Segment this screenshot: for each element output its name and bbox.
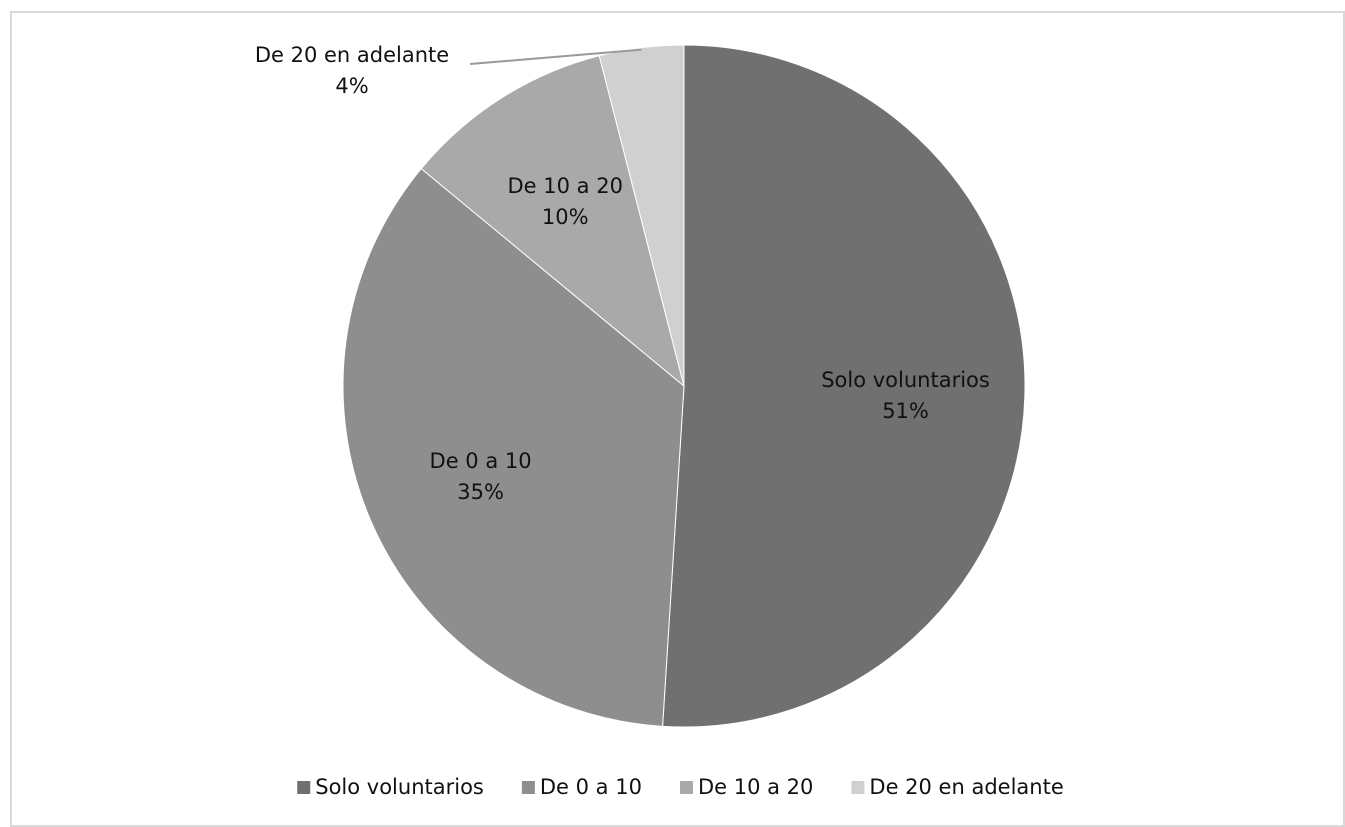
- data-label-value: 51%: [882, 399, 929, 423]
- leader-line: [469, 48, 642, 65]
- pie-slice: [342, 167, 685, 727]
- legend-label: Solo voluntarios: [315, 775, 484, 799]
- legend-swatch: [679, 781, 693, 794]
- data-label-name: De 0 a 10: [430, 449, 532, 473]
- pie-slice: [420, 55, 685, 388]
- legend-label: De 10 a 20: [698, 775, 813, 799]
- data-label-name: De 10 a 20: [508, 174, 623, 198]
- pie-slice: [598, 44, 685, 387]
- legend: Solo voluntarios De 0 a 10 De 10 a 20 De 20…: [297, 775, 1064, 799]
- legend-label: De 20 en adelante: [869, 775, 1063, 799]
- legend-swatch: [851, 781, 865, 794]
- data-label-name: Solo voluntarios: [821, 368, 990, 392]
- legend-swatch: [521, 781, 535, 794]
- legend-swatch: [297, 781, 311, 794]
- data-label-value: 10%: [542, 205, 589, 229]
- data-label-value: 4%: [335, 74, 368, 98]
- data-label-name: De 20 en adelante: [255, 43, 449, 67]
- pie-slice: [662, 44, 1026, 728]
- data-label-value: 35%: [457, 480, 504, 504]
- legend-label: De 0 a 10: [540, 775, 642, 799]
